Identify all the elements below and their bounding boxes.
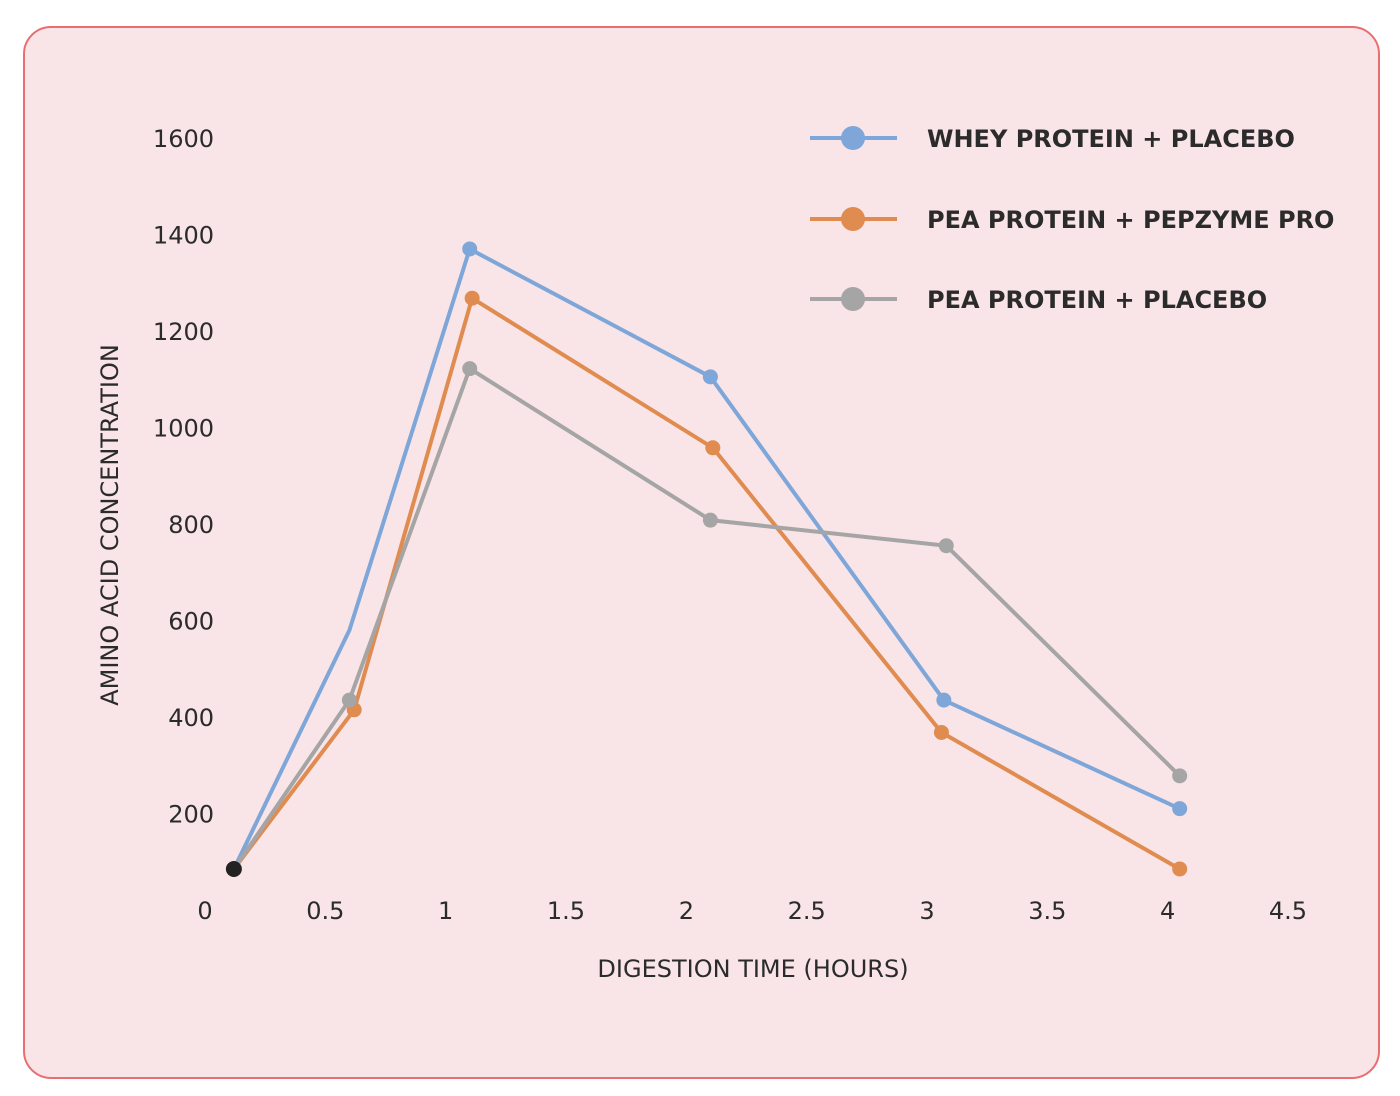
x-tick-label: 1.5 (547, 897, 585, 925)
x-tick-label: 2 (679, 897, 694, 925)
series-3-point (938, 538, 954, 554)
y-tick-label: 1600 (153, 125, 214, 153)
series-1-point (462, 241, 478, 257)
x-tick-label: 4 (1160, 897, 1175, 925)
x-tick-label: 2.5 (788, 897, 826, 925)
series-2-point (464, 290, 480, 306)
series-1-point (936, 692, 952, 708)
legend-label-3: PEA PROTEIN + PLACEBO (927, 286, 1267, 314)
x-tick-label: 0.5 (306, 897, 344, 925)
series-3-point (1172, 768, 1188, 784)
series-line-1 (231, 247, 1182, 871)
x-tick-label: 3 (919, 897, 934, 925)
x-tick-label: 4.5 (1269, 897, 1307, 925)
y-axis-title: AMINO ACID CONCENTRATION (96, 344, 124, 706)
legend-marker-2 (841, 207, 865, 231)
y-axis-ticks: 200 400 600 800 1000 1200 1400 1600 (153, 125, 214, 829)
legend-label-1: WHEY PROTEIN + PLACEBO (927, 125, 1295, 153)
legend-marker-3 (841, 287, 865, 311)
origin-point (225, 860, 242, 877)
series-2-point (933, 724, 949, 740)
y-tick-label: 1200 (153, 318, 214, 346)
y-tick-label: 800 (168, 511, 214, 539)
series-line-3 (231, 366, 1182, 871)
chart-card (23, 26, 1380, 1079)
y-tick-label: 1000 (153, 415, 214, 443)
series-1-point (1172, 801, 1188, 817)
series-2-point (1172, 861, 1188, 877)
x-axis-ticks: 0 0.5 1 1.5 2 2.5 3 3.5 4 4.5 (197, 897, 1307, 925)
x-tick-label: 1 (438, 897, 453, 925)
y-tick-label: 400 (168, 704, 214, 732)
y-tick-label: 200 (168, 801, 214, 829)
series-layer (225, 241, 1188, 877)
series-line-2 (231, 296, 1182, 871)
legend-label-2: PEA PROTEIN + PEPZYME PRO (927, 206, 1334, 234)
series-1-point (702, 369, 718, 385)
series-3-point (702, 512, 718, 528)
series-3-point (462, 361, 478, 377)
series-2-point (705, 440, 721, 456)
legend-marker-1 (841, 126, 865, 150)
x-tick-label: 0 (197, 897, 212, 925)
x-axis-title: DIGESTION TIME (HOURS) (597, 955, 908, 983)
x-tick-label: 3.5 (1028, 897, 1066, 925)
legend: WHEY PROTEIN + PLACEBO PEA PROTEIN + PEPZ… (810, 125, 1334, 314)
y-tick-label: 1400 (153, 222, 214, 250)
y-tick-label: 600 (168, 608, 214, 636)
series-3-point (341, 692, 357, 708)
